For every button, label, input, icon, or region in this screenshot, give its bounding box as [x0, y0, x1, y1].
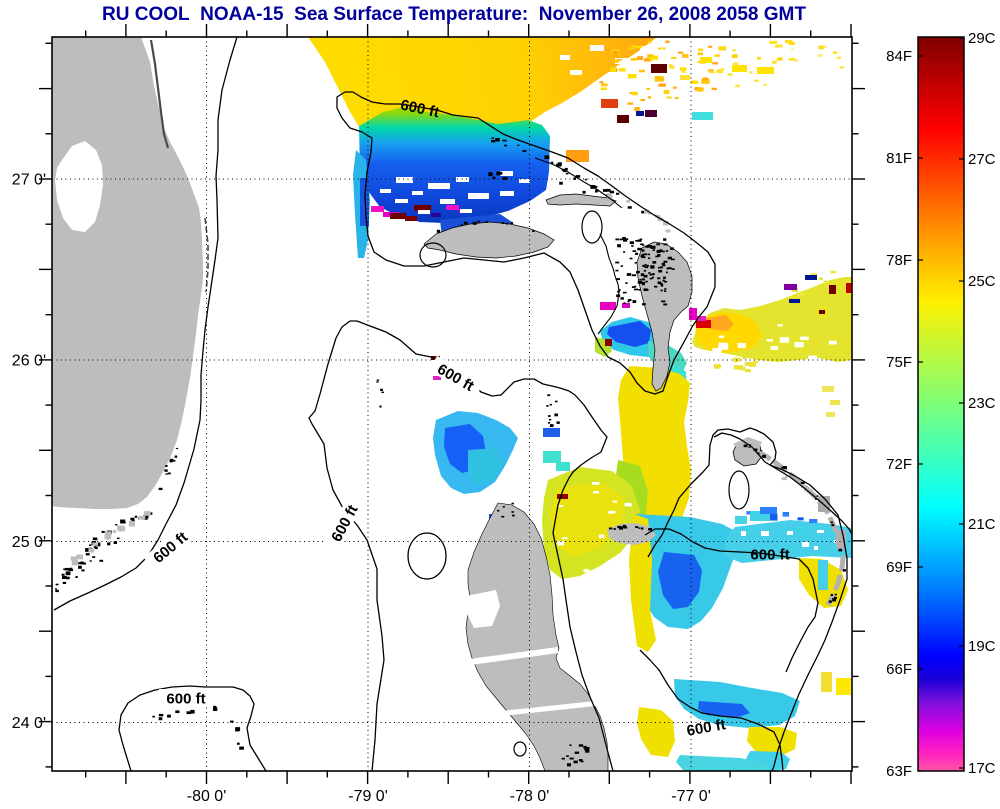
svg-text:25 0': 25 0' — [12, 534, 46, 551]
svg-text:600 ft: 600 ft — [685, 716, 727, 740]
svg-text:75F: 75F — [886, 354, 912, 371]
svg-text:17C: 17C — [968, 760, 996, 777]
svg-text:81F: 81F — [886, 150, 912, 167]
svg-text:29C: 29C — [968, 30, 996, 47]
svg-text:21C: 21C — [968, 516, 996, 533]
svg-text:-79 0': -79 0' — [348, 788, 388, 805]
svg-text:66F: 66F — [886, 661, 912, 678]
svg-text:-80 0': -80 0' — [187, 788, 227, 805]
svg-text:23C: 23C — [968, 395, 996, 412]
svg-text:26 0': 26 0' — [12, 353, 46, 370]
svg-text:78F: 78F — [886, 252, 912, 269]
svg-text:72F: 72F — [886, 456, 912, 473]
svg-text:19C: 19C — [968, 638, 996, 655]
svg-text:-78 0': -78 0' — [510, 788, 550, 805]
svg-text:27 0': 27 0' — [12, 172, 46, 189]
svg-text:25C: 25C — [968, 273, 996, 290]
svg-text:600 ft: 600 ft — [166, 691, 205, 708]
svg-text:27C: 27C — [968, 151, 996, 168]
svg-text:600 ft: 600 ft — [750, 547, 789, 564]
svg-text:24 0': 24 0' — [12, 715, 46, 732]
svg-text:RU COOL NOAA-15 Sea Surface: RU COOL NOAA-15 Sea Surface Temperature:… — [102, 4, 806, 25]
svg-text:69F: 69F — [886, 559, 912, 576]
svg-text:63F: 63F — [886, 763, 912, 780]
svg-text:84F: 84F — [886, 48, 912, 65]
svg-text:-77 0': -77 0' — [671, 788, 711, 805]
